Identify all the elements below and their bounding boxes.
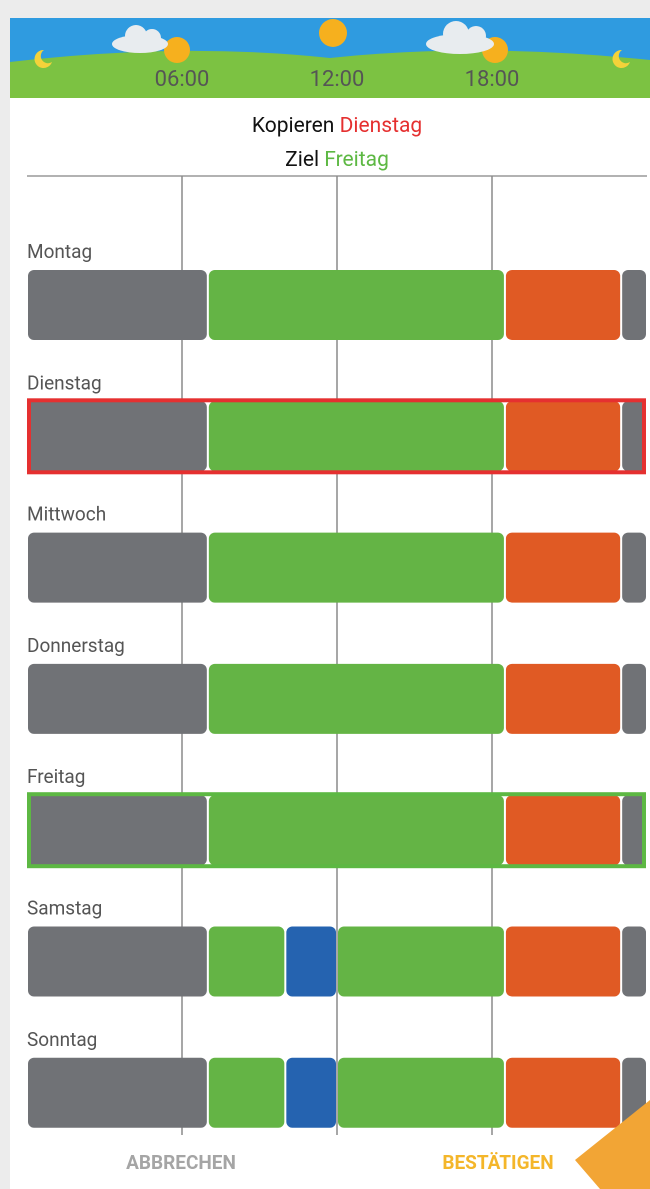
schedule-segment: [28, 664, 207, 734]
time-label: 18:00: [465, 67, 520, 92]
day-label: Sonntag: [27, 1028, 97, 1051]
schedule-segment: [28, 533, 207, 603]
time-axis: 06:00 12:00 18:00: [155, 67, 520, 92]
confirm-button[interactable]: BESTÄTIGEN: [442, 1151, 553, 1174]
time-label: 06:00: [155, 67, 210, 92]
target-day: Freitag: [324, 148, 389, 172]
schedule-segment: [506, 270, 620, 340]
schedule-segment: [338, 1058, 504, 1128]
copy-day: Dienstag: [340, 114, 423, 138]
schedule-segment: [622, 270, 646, 340]
schedule-segment: [286, 1058, 336, 1128]
schedule-segment: [506, 664, 620, 734]
schedule-segment: [286, 927, 336, 997]
schedule-segment: [506, 927, 620, 997]
schedule-segment: [209, 664, 504, 734]
schedule-segment: [209, 1058, 284, 1128]
schedule-segment: [209, 401, 504, 471]
schedule-segment: [506, 401, 620, 471]
body: 06:00 12:00 18:00 Kopieren Dienstag Ziel F…: [0, 0, 650, 1189]
schedule-segment: [209, 795, 504, 865]
copy-label: Kopieren: [252, 114, 335, 138]
schedule-segment: [622, 664, 646, 734]
cancel-button[interactable]: ABBRECHEN: [126, 1151, 236, 1174]
schedule-segment: [209, 270, 504, 340]
schedule-segment: [506, 533, 620, 603]
target-line: Ziel Freitag: [285, 148, 389, 172]
day-label: Freitag: [27, 765, 85, 788]
schedule-segment: [28, 270, 207, 340]
schedule-segment: [622, 533, 646, 603]
schedule-segment: [28, 795, 207, 865]
schedule-segment: [506, 1058, 620, 1128]
schedule-segment: [622, 927, 646, 997]
schedule-segment: [28, 401, 207, 471]
day-label: Montag: [27, 240, 92, 263]
copy-line: Kopieren Dienstag: [252, 114, 422, 138]
time-label: 12:00: [310, 67, 365, 92]
schedule-segment: [506, 795, 620, 865]
day-label: Samstag: [27, 897, 102, 920]
sun-icon: [164, 37, 190, 63]
schedule-segment: [209, 927, 284, 997]
schedule-segment: [28, 1058, 207, 1128]
day-label: Dienstag: [27, 371, 102, 394]
day-label: Donnerstag: [27, 634, 125, 657]
day-label: Mittwoch: [27, 503, 106, 526]
page: Kopieren body { margin: 0; width: 650px;…: [0, 0, 650, 1189]
target-label: Ziel: [285, 148, 319, 172]
schedule-segment: [209, 533, 504, 603]
schedule-segment: [338, 927, 504, 997]
dialog: [10, 18, 650, 1189]
dialog-screen: 06:00 12:00 18:00 Kopieren Dienstag Ziel F…: [0, 0, 650, 1189]
schedule-segment: [28, 927, 207, 997]
sun-icon: [319, 19, 347, 47]
